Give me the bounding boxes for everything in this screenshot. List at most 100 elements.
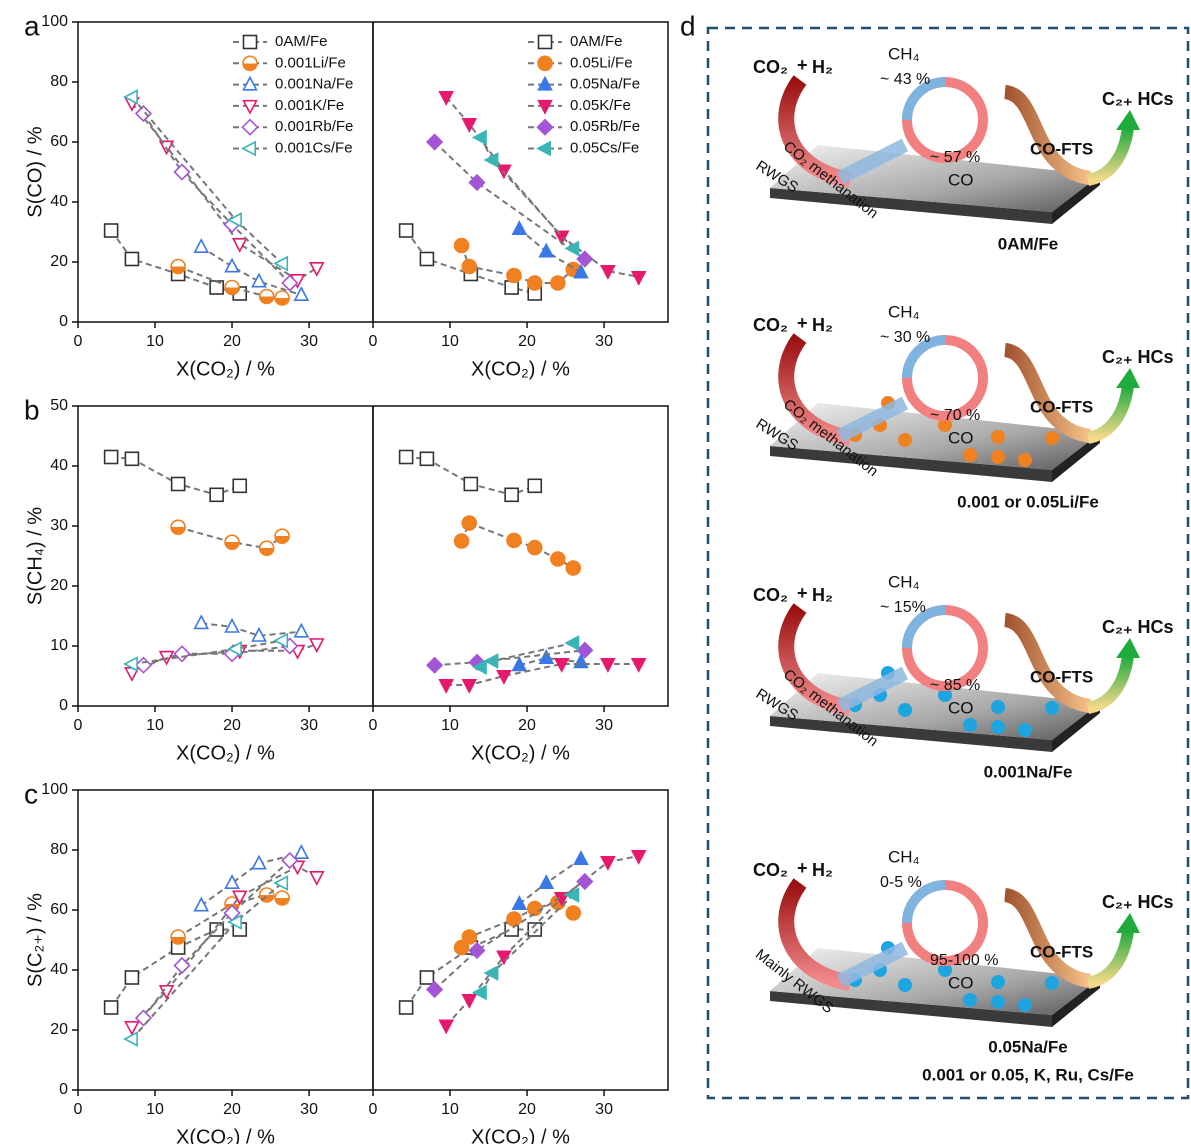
product-arrowhead (1116, 110, 1140, 130)
marker (538, 874, 555, 890)
reactant: CO₂ (753, 860, 788, 880)
marker (103, 223, 119, 238)
reactant: CO₂ (753, 57, 788, 77)
product: C₂₊ HCs (1102, 347, 1174, 367)
plot-frame (372, 405, 669, 707)
marker (124, 1020, 140, 1036)
marker (209, 487, 224, 503)
x-tick-label: 0 (369, 1101, 378, 1118)
marker (134, 104, 153, 123)
marker (308, 638, 325, 654)
marker (224, 257, 240, 273)
panel-label: b (24, 394, 40, 425)
marker (553, 230, 570, 246)
reactant: CO₂ (753, 585, 788, 605)
marker (463, 476, 479, 492)
marker (281, 851, 299, 870)
product-arrowhead (1116, 913, 1140, 933)
legend-label: 0.05Li/Fe (570, 54, 633, 71)
marker (461, 258, 478, 275)
product: C₂₊ HCs (1102, 892, 1174, 912)
ch4-arc (902, 335, 946, 379)
marker (527, 478, 543, 494)
marker (630, 849, 647, 865)
marker (438, 1019, 454, 1035)
legend-label: 0.05K/Fe (570, 97, 631, 114)
x-tick-label: 20 (518, 333, 536, 350)
legend-label: 0.001Na/Fe (275, 76, 353, 93)
marker (426, 656, 444, 674)
reactant-arrow (778, 603, 852, 716)
marker (511, 220, 528, 235)
marker (227, 641, 242, 657)
marker (124, 970, 140, 985)
reactant: H₂ (812, 315, 833, 335)
marker (123, 1031, 138, 1047)
marker (565, 560, 582, 576)
particle (963, 718, 977, 732)
series-line (445, 855, 639, 1027)
marker (496, 669, 512, 685)
y-tick-label: 30 (50, 517, 68, 534)
catalyst-end (1052, 433, 1100, 482)
plus-sign: + (797, 583, 808, 603)
panel-d-frame (706, 26, 1190, 1100)
marker (419, 451, 435, 467)
catalyst-label: 0.05Na/Fe (988, 1037, 1067, 1056)
x-tick-label: 10 (441, 717, 459, 734)
catalyst-label: 0.001 or 0.05Li/Fe (957, 492, 1099, 511)
marker (526, 539, 543, 556)
series-line (445, 96, 639, 278)
catalyst-label: 0.001 or 0.05, K, Ru, Cs/Fe (922, 1065, 1134, 1084)
marker (564, 635, 580, 651)
series-line (131, 639, 283, 665)
selectivity: ~ 70 % (930, 407, 980, 424)
marker (224, 534, 240, 551)
marker (308, 261, 325, 277)
marker (227, 212, 242, 228)
x-tick-label: 10 (146, 1101, 164, 1118)
marker (123, 656, 138, 672)
marker (564, 887, 580, 903)
catalyst-end (1052, 978, 1100, 1027)
marker (241, 118, 259, 136)
particle (1018, 453, 1032, 467)
series-line (200, 246, 302, 296)
x-tick-label: 30 (300, 1101, 318, 1118)
marker (553, 657, 570, 673)
y-tick-label: 0 (59, 697, 68, 714)
particle (991, 995, 1005, 1009)
marker (134, 656, 153, 674)
x-tick-label: 0 (74, 717, 83, 734)
marker (258, 540, 275, 557)
catalyst-plate (770, 145, 1100, 212)
marker (419, 970, 435, 985)
y-tick-label: 60 (50, 901, 68, 918)
particle (938, 963, 952, 977)
marker (231, 238, 248, 253)
selectivity: 0-5 % (880, 874, 922, 891)
x-tick-label: 20 (223, 333, 241, 350)
marker (537, 55, 553, 72)
marker (461, 515, 478, 531)
marker (419, 251, 435, 267)
marker (281, 274, 299, 292)
x-tick-label: 30 (595, 1101, 613, 1118)
y-axis-label: S(CO) / % (24, 126, 46, 217)
product-arrow (1086, 930, 1134, 989)
selectivity: ~ 43 % (880, 71, 930, 88)
marker (251, 626, 267, 642)
y-tick-label: 60 (50, 133, 68, 150)
marker (538, 649, 555, 665)
y-tick-label: 20 (50, 253, 68, 270)
particle (991, 450, 1005, 464)
y-axis-label: S(C₂₊) / % (24, 893, 46, 987)
particle (1045, 701, 1059, 715)
y-tick-label: 20 (50, 577, 68, 594)
marker (471, 129, 487, 146)
catalyst-side (770, 991, 1052, 1027)
y-tick-label: 40 (50, 193, 68, 210)
marker (242, 75, 258, 91)
ch4-arc (902, 880, 946, 924)
